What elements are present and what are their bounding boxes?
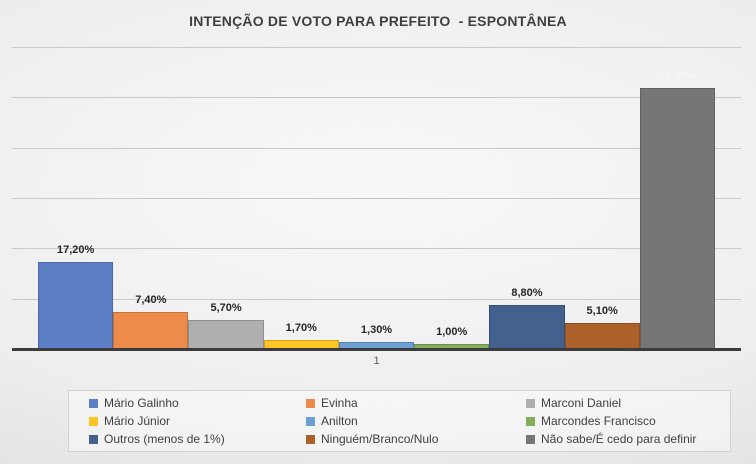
- legend-label: Mário Júnior: [104, 414, 171, 428]
- legend-item-nao-sabe-e-cedo-para-definir: Não sabe/É cedo para definir: [526, 432, 730, 446]
- legend-label: Outros (menos de 1%): [104, 432, 225, 446]
- legend-item-marconi-daniel: Marconi Daniel: [526, 396, 730, 410]
- bar-evinha: [113, 311, 189, 349]
- bar-value-label-outros-menos-de-1: 8,80%: [511, 286, 543, 299]
- legend-swatch-icon: [526, 434, 535, 444]
- legend-label: Evinha: [321, 396, 358, 410]
- legend-label: Ninguém/Branco/Nulo: [321, 432, 439, 446]
- bar-anilton: [338, 342, 415, 349]
- legend-swatch-icon: [526, 398, 535, 408]
- bar-value-label-evinha: 7,40%: [135, 293, 167, 306]
- legend-label: Marconi Daniel: [541, 396, 622, 410]
- gridline-50: [12, 97, 741, 99]
- bar-mario-junior: [263, 340, 339, 349]
- plot-area: 17,20% 7,40% 5,70% 1,70% 1,30% 1,00% 8,80% 5,10…: [12, 47, 741, 349]
- bar-mario-galinho: [38, 262, 114, 349]
- x-axis-line: [12, 348, 741, 351]
- bar-marcondes-francisco: [414, 343, 490, 349]
- bar-ninguem-branco-nulo: [564, 323, 640, 349]
- bar-marconi-daniel: [188, 320, 264, 349]
- bar-value-label-mario-junior: 1,70%: [285, 322, 317, 335]
- legend-item-mario-junior: Mário Júnior: [89, 414, 306, 428]
- chart-title: INTENÇÃO DE VOTO PARA PREFEITO - ESPONTÂ…: [189, 13, 567, 29]
- bar-value-label-marcondes-francisco: 1,00%: [436, 325, 468, 338]
- bar-outros-menos-de-1: [489, 304, 565, 349]
- legend-swatch-icon: [89, 398, 98, 408]
- bar-nao-sabe-e-cedo-para-definir: [639, 87, 715, 349]
- gridline-30: [12, 198, 741, 199]
- legend-item-marcondes-francisco: Marcondes Francisco: [526, 414, 730, 428]
- legend-label: Marcondes Francisco: [541, 414, 656, 428]
- gridline-40: [12, 147, 741, 149]
- gridline-60: [12, 47, 741, 48]
- legend-item-mario-galinho: Mário Galinho: [89, 396, 306, 410]
- legend-item-ninguem-branco-nulo: Ninguém/Branco/Nulo: [306, 432, 526, 446]
- bar-value-label-nao-sabe-e-cedo-para-definir: 51,90%: [658, 69, 697, 82]
- legend-item-anilton: Anilton: [306, 414, 526, 428]
- category-axis-tick-label: 1: [373, 355, 380, 367]
- gridline-20: [12, 248, 741, 250]
- legend-swatch-icon: [89, 416, 98, 426]
- legend-label: Mário Galinho: [104, 396, 179, 410]
- legend-swatch-icon: [526, 416, 535, 426]
- legend-label: Não sabe/É cedo para definir: [541, 432, 697, 446]
- bar-value-label-mario-galinho: 17,20%: [56, 244, 95, 257]
- legend-swatch-icon: [306, 416, 315, 426]
- bar-value-label-marconi-daniel: 5,70%: [210, 302, 242, 315]
- legend-item-outros-menos-de-1: Outros (menos de 1%): [89, 432, 306, 446]
- bar-value-label-ninguem-branco-nulo: 5,10%: [586, 305, 618, 318]
- legend-swatch-icon: [306, 398, 315, 408]
- legend-swatch-icon: [306, 434, 315, 444]
- legend: Mário Galinho Evinha Marconi Daniel Mário J…: [68, 390, 731, 452]
- gridline-10: [12, 298, 741, 300]
- bar-value-label-anilton: 1,30%: [360, 324, 393, 337]
- legend-swatch-icon: [89, 434, 98, 444]
- legend-label: Anilton: [321, 414, 358, 428]
- legend-item-evinha: Evinha: [306, 396, 526, 410]
